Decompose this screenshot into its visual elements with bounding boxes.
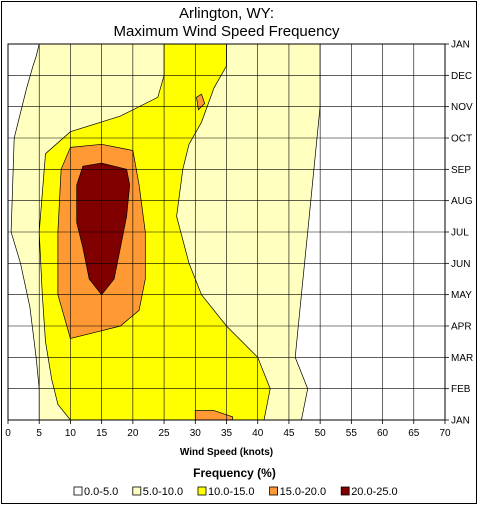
- y-tick-label: JUL: [451, 228, 469, 239]
- x-tick-label: 65: [408, 428, 420, 439]
- legend-title: Frequency (%): [193, 466, 276, 480]
- legend-label: 15.0-20.0: [280, 486, 326, 498]
- x-tick-label: 30: [190, 428, 202, 439]
- legend-label: 0.0-5.0: [84, 486, 118, 498]
- y-tick-label: MAY: [451, 290, 472, 301]
- legend-label: 20.0-25.0: [351, 486, 397, 498]
- x-tick-label: 40: [252, 428, 264, 439]
- x-tick-label: 45: [283, 428, 295, 439]
- chart-title-line2: Maximum Wind Speed Frequency: [114, 23, 340, 40]
- y-tick-label: MAR: [451, 353, 473, 364]
- legend-swatch: [197, 486, 207, 496]
- x-tick-label: 50: [315, 428, 327, 439]
- legend-swatch: [269, 486, 279, 496]
- chart-title-line1: Arlington, WY:: [179, 5, 274, 22]
- grid-lines: [7, 43, 446, 421]
- y-tick-label: DEC: [451, 71, 472, 82]
- y-tick-label: AUG: [451, 196, 473, 207]
- x-tick-label: 35: [221, 428, 233, 439]
- x-tick-label: 55: [346, 428, 358, 439]
- legend-swatch: [340, 486, 350, 496]
- x-tick-label: 10: [65, 428, 77, 439]
- y-tick-label: JAN: [451, 416, 470, 427]
- y-tick-label: FEB: [451, 384, 471, 395]
- y-tick-label: NOV: [451, 102, 473, 113]
- contour-chart: Arlington, WY: Maximum Wind Speed Freque…: [5, 5, 473, 498]
- contour-15-0-20-0-nov: [196, 93, 206, 111]
- x-tick-label: 5: [36, 428, 42, 439]
- y-tick-label: JAN: [451, 40, 470, 51]
- y-tick-label: JUN: [451, 259, 470, 270]
- x-tick-label: 0: [5, 428, 11, 439]
- y-tick-label: OCT: [451, 134, 472, 145]
- legend-label: 10.0-15.0: [208, 486, 254, 498]
- x-tick-label: 20: [127, 428, 139, 439]
- x-axis-ticks: 0 5 10 15 20 25 30 35 40 45 50 55 60 65 70: [5, 420, 451, 439]
- legend-label: 5.0-10.0: [143, 486, 183, 498]
- y-axis-ticks: JAN FEB MAR APR MAY JUN JUL AUG SEP OCT NOV DEC JAN: [445, 40, 473, 427]
- x-tick-label: 60: [377, 428, 389, 439]
- x-tick-label: 25: [159, 428, 171, 439]
- x-tick-label: 70: [439, 428, 451, 439]
- x-axis-title: Wind Speed (knots): [180, 447, 273, 458]
- legend-swatch: [73, 486, 83, 496]
- y-tick-label: SEP: [451, 165, 471, 176]
- legend: 0.0-5.0 5.0-10.0 10.0-15.0 15.0-20.0 20.0-25…: [73, 486, 398, 498]
- y-tick-label: APR: [451, 322, 472, 333]
- x-tick-label: 15: [96, 428, 108, 439]
- chart-frame: Arlington, WY: Maximum Wind Speed Freque…: [1, 1, 477, 504]
- legend-swatch: [132, 486, 142, 496]
